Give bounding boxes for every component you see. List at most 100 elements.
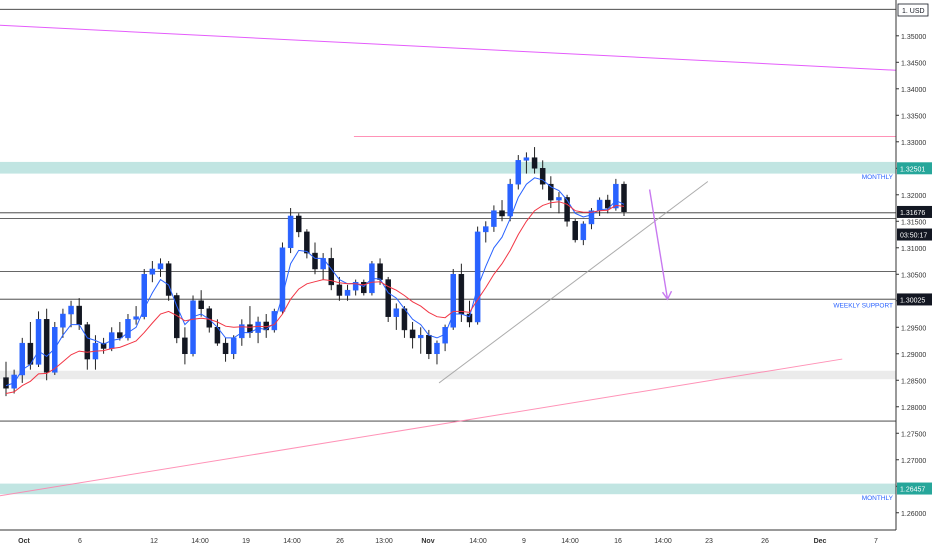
candle-up[interactable] — [515, 160, 522, 185]
price-label-text: 03:50:17 — [900, 233, 927, 240]
candle-down[interactable] — [222, 342, 229, 355]
candle-up[interactable] — [393, 308, 400, 317]
candle-up[interactable] — [133, 316, 139, 320]
price-label-box — [897, 482, 932, 495]
candle-down[interactable] — [76, 305, 82, 325]
candle-down[interactable] — [198, 300, 204, 309]
zone-band — [0, 483, 896, 495]
candle-up[interactable] — [60, 313, 66, 328]
candle-up[interactable] — [434, 342, 440, 355]
x-tick-label: 16 — [614, 538, 622, 545]
candle-down[interactable] — [466, 313, 473, 323]
candle-down[interactable] — [336, 284, 343, 296]
y-tick-label: 1.27000 — [901, 458, 926, 465]
candle-up[interactable] — [507, 183, 513, 217]
price-label-box — [897, 293, 932, 306]
candle-down[interactable] — [43, 319, 50, 373]
projection-arrow-line — [648, 189, 669, 300]
candle-down[interactable] — [117, 332, 123, 339]
candle-up[interactable] — [588, 210, 595, 225]
x-tick-label: 14:00 — [561, 538, 579, 545]
candle-up[interactable] — [149, 268, 156, 275]
candle-down[interactable] — [564, 197, 570, 222]
y-tick-label: 1.27500 — [901, 431, 926, 438]
candle-up[interactable] — [35, 319, 42, 365]
candle-down[interactable] — [84, 324, 91, 360]
level-annotation: MONTHLY — [862, 495, 894, 502]
candle-up[interactable] — [450, 274, 456, 328]
candle-down[interactable] — [499, 210, 505, 217]
y-tick-label: 1.28000 — [901, 405, 926, 412]
candle-up[interactable] — [68, 305, 74, 315]
candle-up[interactable] — [491, 210, 497, 227]
candle-up[interactable] — [417, 334, 424, 339]
candle-up[interactable] — [523, 157, 530, 161]
candle-up[interactable] — [11, 374, 17, 389]
candle-down[interactable] — [548, 183, 554, 201]
candle-up[interactable] — [271, 311, 278, 331]
candle-down[interactable] — [312, 252, 318, 270]
trendline — [0, 24, 897, 71]
candle-up[interactable] — [230, 337, 237, 355]
candle-up[interactable] — [580, 223, 587, 241]
y-tick-label: 1.33000 — [901, 140, 926, 147]
candle-down[interactable] — [385, 279, 391, 317]
price-label-text: 1.26457 — [900, 487, 925, 494]
candle-up[interactable] — [483, 226, 489, 233]
candle-up[interactable] — [344, 289, 351, 296]
candle-down[interactable] — [304, 231, 310, 254]
y-tick-label: 1.31500 — [901, 219, 926, 226]
y-tick-label: 1.31000 — [901, 246, 926, 253]
y-tick-label: 1.29500 — [901, 325, 926, 332]
candle-down[interactable] — [458, 274, 465, 315]
candle-down[interactable] — [621, 183, 627, 212]
candle-down[interactable] — [100, 342, 107, 349]
x-tick-label: Oct — [18, 538, 30, 545]
candle-down[interactable] — [604, 199, 611, 209]
zone-band — [0, 161, 896, 174]
candle-down[interactable] — [539, 168, 546, 185]
candle-up[interactable] — [125, 319, 131, 339]
candle-down[interactable] — [361, 281, 367, 294]
candle-up[interactable] — [556, 197, 562, 201]
candle-down[interactable] — [3, 377, 9, 389]
y-tick-label: 1.33500 — [901, 113, 926, 120]
currency-badge[interactable] — [897, 3, 929, 17]
zone-band — [0, 370, 896, 380]
candle-up[interactable] — [141, 274, 147, 317]
price-label-box — [897, 162, 932, 175]
x-tick-label: 14:00 — [191, 538, 209, 545]
x-tick-label: 12 — [150, 538, 158, 545]
candle-down[interactable] — [426, 334, 432, 355]
projection-arrowhead — [661, 290, 673, 301]
candle-down[interactable] — [401, 308, 408, 331]
price-label-text: 1.31676 — [900, 210, 925, 217]
candle-up[interactable] — [190, 300, 196, 355]
candle-down[interactable] — [295, 215, 302, 233]
trendline — [438, 181, 709, 384]
candle-down[interactable] — [531, 157, 538, 169]
candle-down[interactable] — [409, 329, 416, 339]
candle-up[interactable] — [255, 321, 261, 333]
x-tick-label: 13:00 — [375, 538, 393, 545]
candle-up[interactable] — [287, 215, 294, 249]
candle-up[interactable] — [279, 247, 286, 312]
candle-down[interactable] — [165, 263, 172, 296]
candle-up[interactable] — [239, 324, 245, 339]
x-tick-label: 23 — [705, 538, 713, 545]
candle-down[interactable] — [572, 221, 578, 241]
x-tick-label: 19 — [242, 538, 250, 545]
candle-up[interactable] — [613, 183, 619, 209]
candle-up[interactable] — [474, 231, 481, 323]
trendline — [0, 358, 843, 497]
candle-up[interactable] — [352, 281, 359, 291]
y-tick-label: 1.30500 — [901, 272, 926, 279]
candle-down[interactable] — [182, 337, 188, 355]
candle-down[interactable] — [377, 263, 383, 280]
y-tick-label: 1.26000 — [901, 511, 926, 518]
candle-up[interactable] — [19, 342, 26, 376]
candle-up[interactable] — [52, 327, 58, 373]
candle-up[interactable] — [157, 263, 164, 270]
